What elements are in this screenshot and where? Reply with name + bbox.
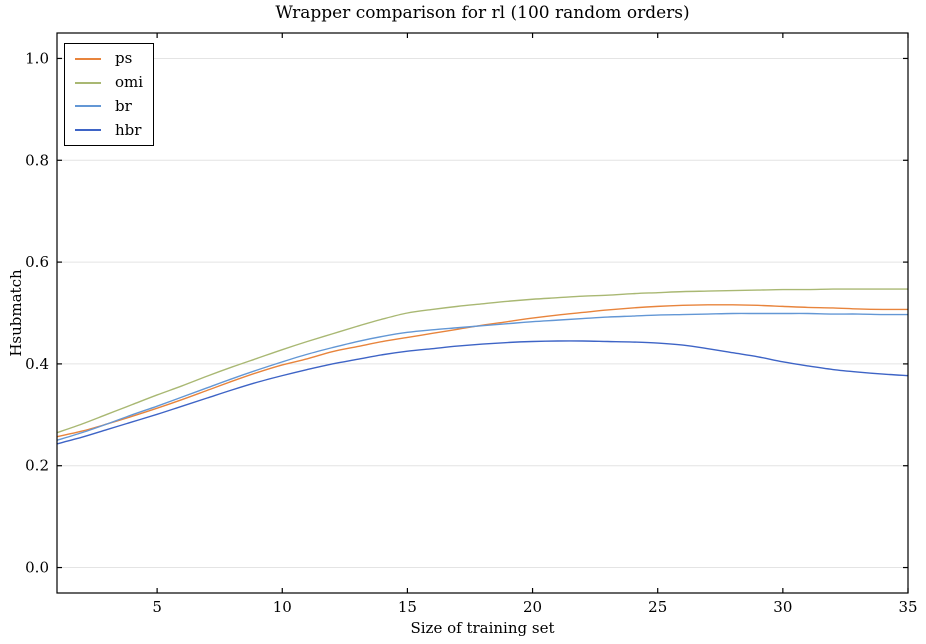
tick-marks <box>57 33 909 593</box>
chart-title: Wrapper comparison for rl (100 random or… <box>275 3 690 23</box>
x-tick-label: 5 <box>152 598 162 616</box>
y-tick-label: 0.4 <box>25 355 49 373</box>
x-tick-label: 10 <box>273 598 292 616</box>
legend-item-ps: ps <box>75 51 153 66</box>
tick-labels: 5 10 15 20 25 30 35 0.0 0.2 0.4 0.6 0.8 1.0 <box>25 49 917 616</box>
legend-label: ps <box>115 49 133 68</box>
legend-line-sample <box>75 57 101 60</box>
legend-line-sample <box>75 105 101 108</box>
legend-line-sample <box>75 129 101 132</box>
gridlines <box>57 57 908 569</box>
y-axis-label: Hsubmatch <box>7 269 25 357</box>
series-line-ps <box>56 304 909 438</box>
legend-label: br <box>115 96 132 115</box>
x-tick-label: 25 <box>648 598 667 616</box>
series-line-br <box>56 312 909 441</box>
series-line-omi <box>56 288 908 434</box>
legend-item-hbr: hbr <box>75 120 153 139</box>
x-tick-label: 15 <box>398 598 417 616</box>
legend-item-br: br <box>75 96 153 115</box>
x-tick-label: 35 <box>898 598 917 616</box>
legend-label: omi <box>115 73 144 92</box>
y-tick-label: 0.6 <box>25 253 49 271</box>
legend: ps omi br hbr <box>64 43 154 146</box>
y-tick-label: 0.8 <box>25 151 49 169</box>
legend-item-omi: omi <box>75 75 153 90</box>
x-tick-label: 30 <box>773 598 792 616</box>
x-tick-label: 20 <box>523 598 542 616</box>
y-tick-label: 0.2 <box>25 457 49 475</box>
legend-line-sample <box>75 81 101 84</box>
y-tick-label: 1.0 <box>25 49 49 67</box>
series-line-hbr <box>56 340 909 445</box>
y-tick-label: 0.0 <box>25 559 49 577</box>
axes-frame <box>56 32 909 594</box>
legend-label: hbr <box>115 120 142 139</box>
x-axis-label: Size of training set <box>410 619 555 637</box>
